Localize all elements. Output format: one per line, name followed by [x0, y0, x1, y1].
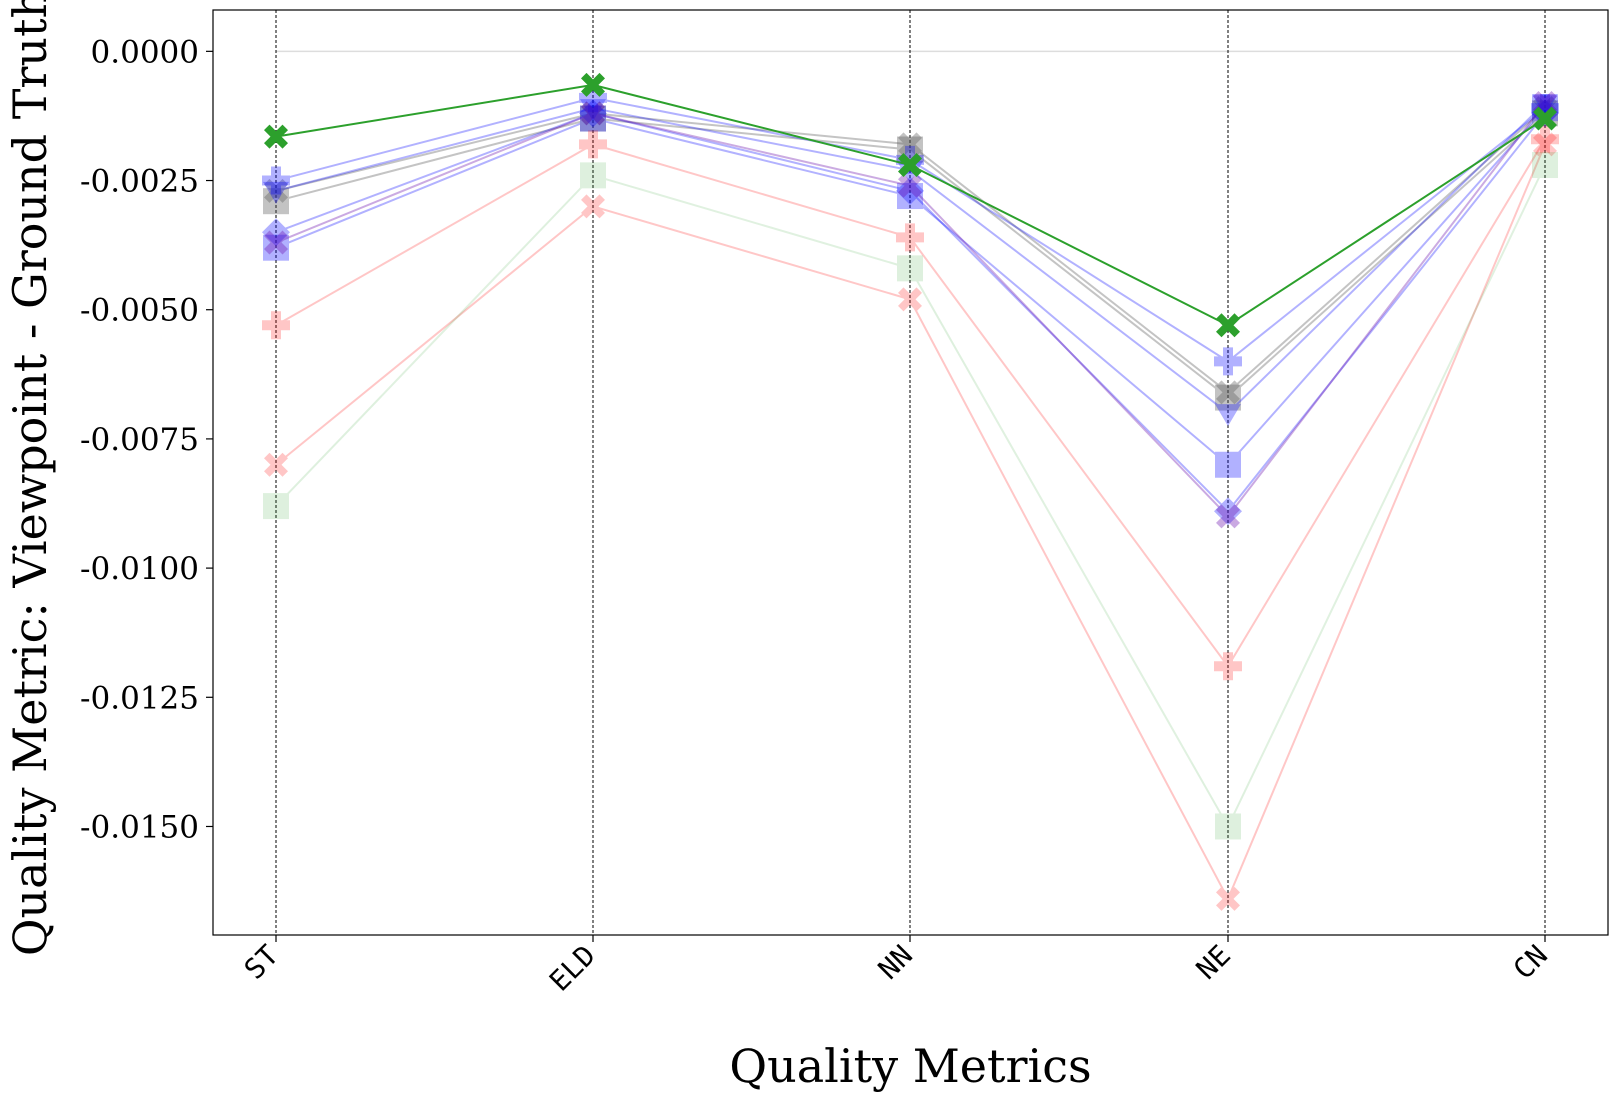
series-3-point-eld [579, 83, 607, 112]
series-8-point-st [262, 311, 290, 340]
series-0-point-ne [1216, 313, 1240, 338]
series-line-6 [275, 107, 1546, 467]
series-7-point-nn [898, 173, 922, 198]
series-line-7 [275, 102, 1546, 518]
series-10-point-cn [1532, 152, 1558, 179]
y-tick-label: -0.0025 [80, 164, 199, 200]
series-line-1 [275, 112, 1546, 399]
series-4-point-cn [1532, 94, 1558, 117]
series-8 [262, 125, 1559, 681]
series-6-point-nn [897, 183, 923, 210]
series-0-point-eld [581, 72, 605, 97]
series-2-point-ne [1216, 380, 1240, 405]
series-6-point-st [263, 234, 289, 261]
x-axis-ticks: ST ELD NN NE CN [238, 935, 1554, 998]
series-1-point-eld [580, 105, 606, 132]
series-6 [263, 95, 1558, 478]
series-2-point-st [264, 178, 288, 203]
y-axis-title: Quality Metric: Viewpoint - Ground Truth [3, 0, 57, 956]
series-5-point-eld [579, 99, 607, 128]
series-4-point-eld [580, 99, 606, 122]
x-axis-title: Quality Metrics [729, 1039, 1091, 1093]
series-2-point-nn [898, 132, 922, 157]
series-9-point-nn [898, 287, 922, 312]
series-5-point-nn [896, 176, 924, 205]
y-tick-label: 0.0000 [91, 34, 199, 70]
series-9-point-cn [1533, 132, 1557, 157]
series-8-point-cn [1531, 125, 1559, 154]
series-layer [262, 72, 1559, 911]
series-line-2 [275, 107, 1546, 394]
series-7-point-st [264, 230, 288, 255]
y-tick-label: -0.0100 [80, 551, 199, 587]
x-tick-label-nn: NN [872, 939, 919, 986]
series-3-point-cn [1531, 94, 1559, 123]
series-4-point-st [263, 181, 289, 204]
series-10 [263, 152, 1558, 840]
series-10-point-eld [580, 162, 606, 189]
series-0-point-nn [898, 153, 922, 178]
series-4-point-ne [1215, 404, 1241, 427]
series-9 [264, 132, 1557, 911]
y-tick-label: -0.0150 [80, 809, 199, 845]
series-7-point-ne [1216, 504, 1240, 529]
x-tick-label-st: ST [238, 939, 285, 986]
y-tick-label: -0.0125 [80, 680, 199, 716]
series-8-point-ne [1214, 652, 1242, 681]
series-5-point-st [262, 218, 290, 247]
series-7-point-eld [581, 101, 605, 126]
series-line-5 [275, 112, 1546, 513]
series-6-point-eld [580, 105, 606, 132]
series-1-point-ne [1215, 384, 1241, 411]
series-0-point-cn [1533, 106, 1557, 131]
series-9-point-eld [581, 194, 605, 219]
y-tick-label: -0.0050 [80, 293, 199, 329]
series-0 [264, 72, 1557, 338]
series-9-point-ne [1216, 886, 1240, 911]
y-tick-label: -0.0075 [80, 422, 199, 458]
series-10-point-nn [897, 255, 923, 282]
series-6-point-ne [1215, 451, 1241, 478]
x-tick-label-cn: CN [1507, 939, 1554, 986]
x-tick-label-ne: NE [1190, 939, 1237, 986]
series-9-point-st [264, 452, 288, 477]
series-1 [263, 100, 1558, 411]
series-8-point-eld [579, 130, 607, 159]
series-2 [264, 96, 1557, 405]
series-10-point-st [263, 493, 289, 520]
series-3-point-st [262, 166, 290, 195]
series-line-10 [275, 164, 1546, 829]
series-8-point-nn [896, 223, 924, 252]
series-3-point-ne [1214, 347, 1242, 376]
series-1-point-st [263, 188, 289, 215]
grid-layer [275, 10, 1546, 935]
series-2-point-eld [581, 101, 605, 126]
y-axis-ticks: 0.0000 -0.0025 -0.0050 -0.0075 -0.0100 -0.012… [80, 34, 213, 845]
series-10-point-ne [1215, 813, 1241, 840]
series-5-point-ne [1214, 497, 1242, 526]
series-line-8 [275, 138, 1546, 669]
x-tick-label-eld: ELD [543, 939, 602, 998]
series-line-9 [275, 143, 1546, 902]
series-0-point-st [264, 124, 288, 149]
